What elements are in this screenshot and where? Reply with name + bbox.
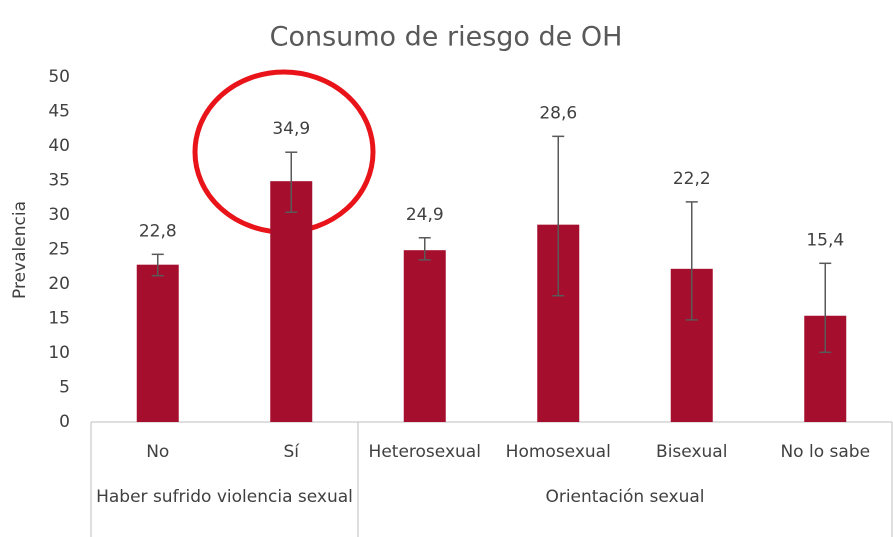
x-tick-label: Sí (283, 442, 300, 462)
bar (136, 264, 179, 422)
y-tick-label: 25 (48, 240, 70, 260)
y-tick-label: 5 (59, 378, 70, 398)
x-tick-label: Heterosexual (369, 442, 481, 462)
data-label: 34,9 (272, 119, 310, 139)
data-label: 22,2 (673, 169, 711, 189)
group-label: Haber sufrido violencia sexual (96, 487, 353, 507)
bar (403, 250, 446, 422)
chart-title: Consumo de riesgo de OH (270, 22, 623, 53)
data-label: 22,8 (139, 221, 177, 241)
x-tick-label: No (146, 442, 169, 462)
data-label: 24,9 (406, 205, 444, 225)
y-tick-label: 20 (48, 274, 70, 294)
group-label: Orientación sexual (545, 487, 705, 507)
y-tick-label: 15 (48, 309, 70, 329)
data-label: 28,6 (539, 103, 577, 123)
y-tick-label: 30 (48, 205, 70, 225)
x-tick-label: No lo sabe (780, 442, 870, 462)
y-tick-label: 45 (48, 102, 70, 122)
x-tick-label: Bisexual (656, 442, 727, 462)
y-axis-title: Prevalencia (10, 201, 30, 299)
y-tick-label: 50 (48, 67, 70, 87)
y-tick-label: 10 (48, 343, 70, 363)
y-tick-label: 35 (48, 171, 70, 191)
x-tick-label: Homosexual (506, 442, 611, 462)
y-tick-label: 40 (48, 136, 70, 156)
bar (270, 181, 313, 422)
data-label: 15,4 (806, 230, 844, 250)
y-tick-label: 0 (59, 412, 70, 432)
